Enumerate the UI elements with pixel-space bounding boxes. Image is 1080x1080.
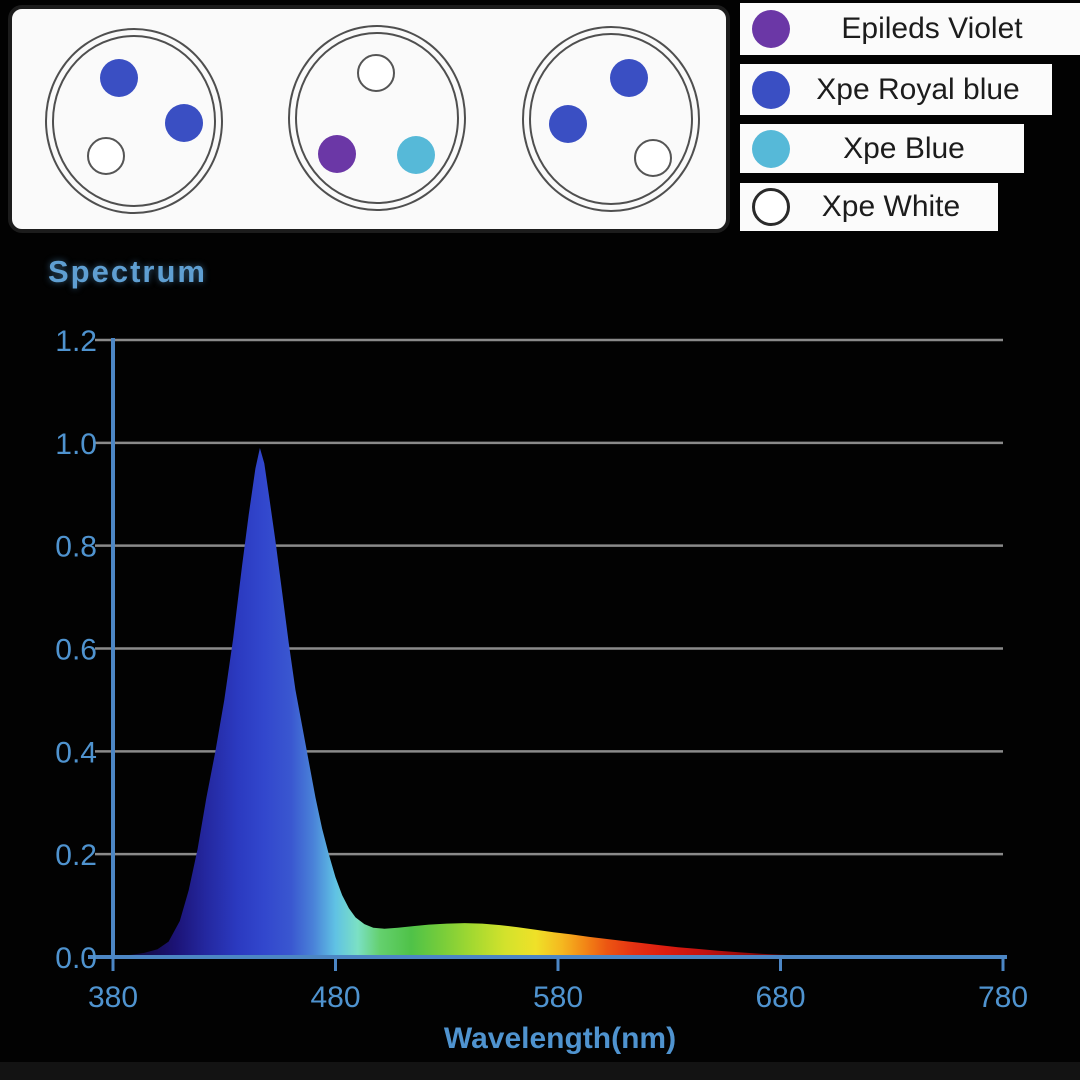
x-tick-label: 680 [755,981,805,1014]
royal-blue-led-dot [165,104,203,142]
bottom-strip [0,1062,1080,1080]
led-module-inner-ring [529,33,693,205]
x-tick-label: 780 [978,981,1028,1014]
royal-blue-led-dot [100,59,138,97]
white-led-dot [87,137,125,175]
led-module-2 [288,25,466,211]
y-tick-label: 0.4 [55,736,97,769]
violet-swatch-icon [752,10,790,48]
royal-blue-led-dot [610,59,648,97]
y-tick-label: 0.6 [55,634,97,667]
legend-item-xpe-blue: Xpe Blue [740,124,1024,173]
legend-label: Xpe Royal blue [816,72,1020,106]
x-tick-label: 580 [533,981,583,1014]
x-axis-title: Wavelength(nm) [444,1022,676,1055]
led-module-inner-ring [295,32,459,204]
x-tick-label: 380 [88,981,138,1014]
legend-label: Epileds Violet [841,12,1023,45]
x-tick-label: 480 [310,981,360,1014]
blue-swatch-icon [752,129,790,168]
legend-item-epileds-violet: Epileds Violet [740,3,1080,55]
y-tick-label: 0.8 [55,531,97,564]
led-module-3 [522,26,700,212]
led-module-inner-ring [52,35,216,207]
y-tick-label: 0.0 [55,942,97,975]
blue-led-dot [397,136,435,174]
white-led-dot [634,139,672,177]
y-tick-label: 1.0 [55,428,97,461]
violet-led-dot [318,135,356,173]
legend-label: Xpe Blue [843,131,965,165]
white-led-dot [357,54,395,92]
led-module-1 [45,28,223,214]
led-module-panel [8,5,730,233]
chart-title: Spectrum [48,254,207,289]
white-swatch-icon [752,188,790,226]
legend-item-xpe-royal-blue: Xpe Royal blue [740,64,1052,115]
royal-blue-swatch-icon [752,70,790,109]
legend-label: Xpe White [821,190,961,223]
y-tick-label: 0.2 [55,839,97,872]
spectrum-area [113,448,852,957]
legend-item-xpe-white: Xpe White [740,183,998,231]
royal-blue-led-dot [549,105,587,143]
y-tick-label: 1.2 [55,325,97,358]
